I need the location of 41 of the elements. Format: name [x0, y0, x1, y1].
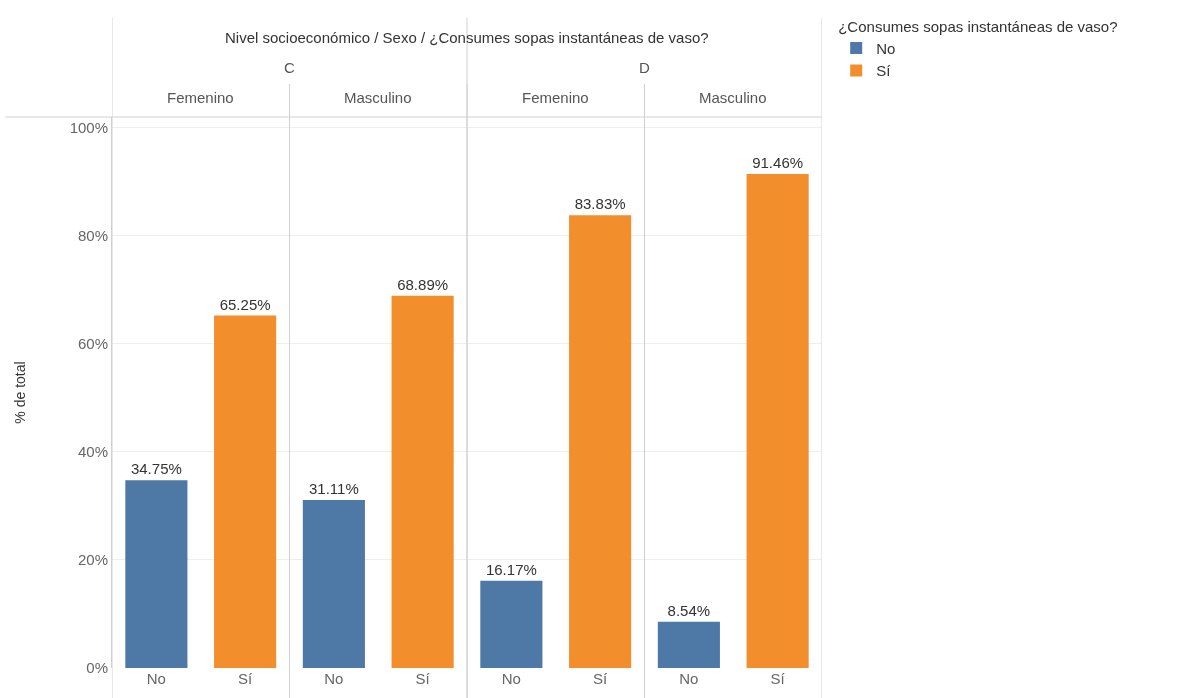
y-tick-label: 20%	[77, 551, 108, 569]
y-tick-label: 40%	[77, 443, 108, 461]
data-label: 68.89%	[397, 275, 449, 293]
chart-title: Nivel socioeconómico / Sexo / ¿Consumes sopas instantáneas de vaso?	[225, 29, 709, 46]
legend-title: ¿Consumes sopas instantáneas de vaso?	[838, 17, 1118, 35]
bar	[480, 580, 543, 668]
x-tick-label: No	[324, 670, 344, 687]
x-tick-label: Sí	[415, 670, 431, 687]
x-tick-label: Sí	[593, 670, 609, 687]
data-label: 65.25%	[219, 295, 271, 313]
data-label: 83.83%	[574, 195, 626, 213]
bar	[302, 499, 365, 668]
text: Femenino	[167, 89, 234, 106]
bar	[569, 215, 632, 668]
x-tick-label: Sí	[238, 670, 254, 687]
text: Masculino	[699, 89, 767, 106]
bar	[657, 621, 720, 668]
bar	[746, 173, 809, 668]
data-label: 16.17%	[485, 560, 537, 578]
y-axis-title: % de total	[12, 361, 29, 424]
legend-label: No	[876, 39, 896, 57]
data-label: 31.11%	[308, 479, 359, 497]
x-tick-label: No	[501, 670, 521, 687]
x-tick-label: Sí	[770, 670, 786, 687]
y-tick-label: 60%	[77, 335, 108, 353]
y-tick-label: 0%	[86, 659, 108, 677]
bar	[125, 480, 188, 668]
text: Masculino	[344, 89, 412, 106]
y-tick-label: 100%	[69, 119, 108, 137]
bar	[391, 295, 454, 668]
y-tick-label: 80%	[77, 227, 108, 245]
data-label: 8.54%	[667, 601, 711, 619]
x-tick-label: No	[679, 670, 699, 687]
text: Femenino	[522, 89, 589, 106]
x-tick-label: No	[146, 670, 166, 687]
bar	[214, 315, 277, 668]
legend-label: Sí	[876, 62, 892, 80]
data-label: 34.75%	[130, 460, 182, 478]
text: D	[639, 59, 650, 76]
data-label: 91.46%	[752, 153, 804, 171]
text: C	[284, 59, 295, 76]
